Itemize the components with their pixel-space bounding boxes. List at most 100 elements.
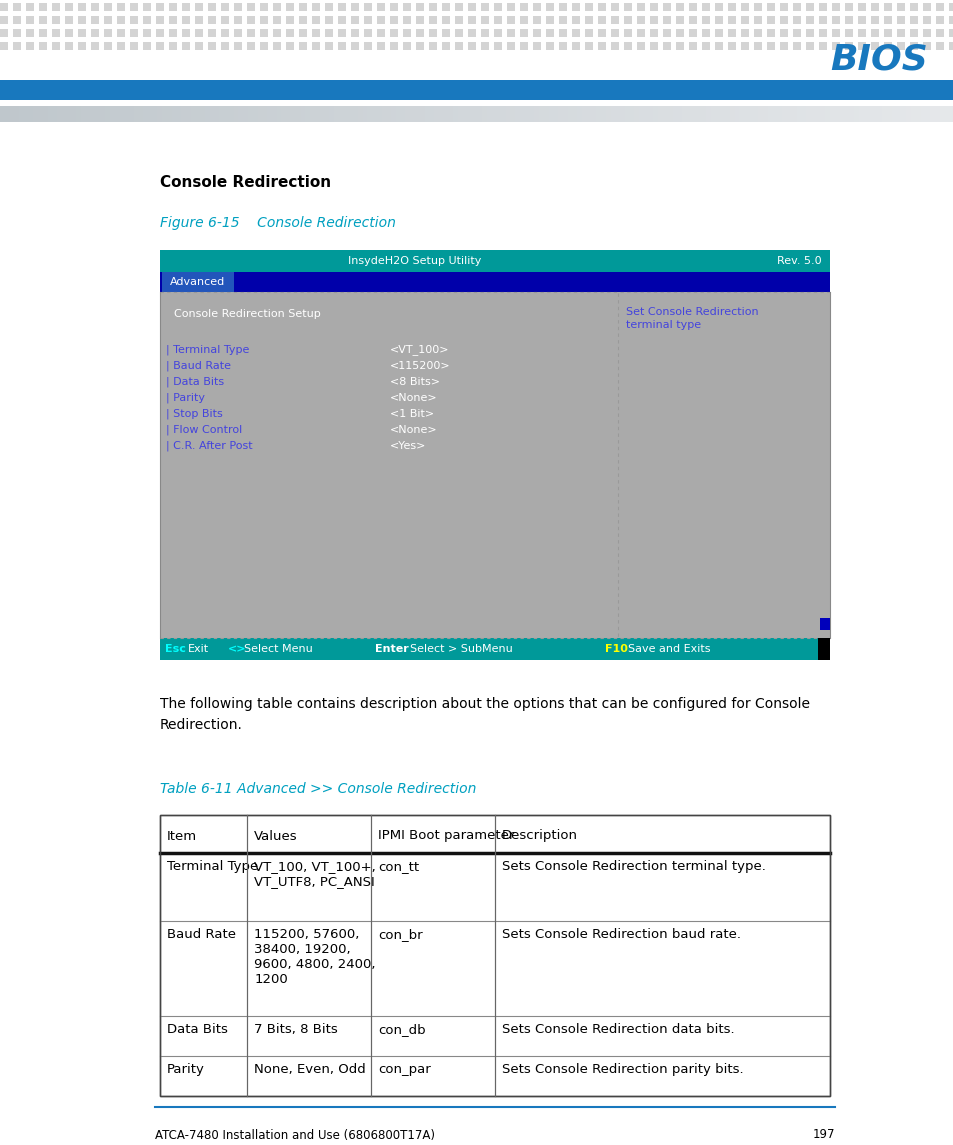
Bar (434, 106, 439, 123)
Bar (480, 29, 489, 37)
Bar (148, 106, 153, 123)
Bar (91, 42, 99, 50)
Bar (172, 106, 177, 123)
Bar (729, 106, 735, 123)
Bar (104, 42, 112, 50)
Bar (553, 106, 558, 123)
Bar (529, 106, 535, 123)
Bar (610, 3, 618, 11)
Text: /----------------------------------------------------+----------------\: /---------------------------------------… (162, 298, 414, 308)
Bar (909, 42, 917, 50)
Bar (533, 3, 540, 11)
Bar (208, 42, 215, 50)
Bar (160, 815, 829, 1096)
Bar (19, 106, 25, 123)
Bar (26, 29, 34, 37)
Bar (367, 106, 373, 123)
Bar (325, 42, 333, 50)
Bar (891, 106, 897, 123)
Bar (372, 106, 377, 123)
Text: Values: Values (253, 829, 297, 843)
Text: | Stop Bits: | Stop Bits (166, 409, 222, 419)
Bar (24, 106, 30, 123)
Bar (496, 106, 501, 123)
Bar (416, 3, 423, 11)
Bar (273, 29, 281, 37)
Bar (376, 106, 382, 123)
Text: \----------------------------------------------------+----------------/: \---------------------------------------… (162, 629, 414, 639)
Bar (194, 3, 203, 11)
Bar (610, 29, 618, 37)
Bar (110, 106, 115, 123)
Bar (186, 106, 192, 123)
Bar (181, 106, 187, 123)
Bar (429, 42, 436, 50)
Bar (584, 29, 593, 37)
Bar (457, 106, 463, 123)
Bar (362, 106, 368, 123)
Bar (337, 3, 346, 11)
Bar (156, 42, 164, 50)
Bar (481, 106, 487, 123)
Text: con_br: con_br (377, 927, 422, 941)
Bar (858, 106, 863, 123)
Bar (429, 3, 436, 11)
Bar (584, 3, 593, 11)
Bar (533, 16, 540, 24)
Bar (524, 106, 530, 123)
Bar (701, 16, 709, 24)
Bar (130, 29, 138, 37)
Bar (233, 29, 242, 37)
Bar (298, 42, 307, 50)
Bar (766, 16, 774, 24)
Bar (519, 29, 527, 37)
Bar (558, 3, 566, 11)
Bar (221, 29, 229, 37)
Bar (924, 106, 930, 123)
Bar (260, 16, 268, 24)
Bar (896, 42, 904, 50)
Bar (920, 106, 925, 123)
Bar (351, 42, 358, 50)
Bar (273, 16, 281, 24)
Text: <Yes>: <Yes> (390, 441, 426, 451)
Bar (598, 3, 605, 11)
Bar (494, 29, 501, 37)
Bar (402, 29, 411, 37)
Text: BIOS: BIOS (829, 44, 926, 77)
Bar (662, 29, 670, 37)
Bar (780, 16, 787, 24)
Bar (300, 106, 306, 123)
Bar (909, 29, 917, 37)
Bar (238, 106, 244, 123)
Bar (298, 29, 307, 37)
Bar (681, 106, 687, 123)
Bar (257, 106, 263, 123)
Text: None, Even, Odd: None, Even, Odd (253, 1063, 365, 1076)
Bar (648, 106, 654, 123)
Bar (67, 106, 72, 123)
Bar (810, 106, 816, 123)
Bar (443, 106, 449, 123)
Bar (948, 3, 953, 11)
Bar (91, 106, 96, 123)
Bar (376, 16, 385, 24)
Bar (896, 106, 902, 123)
Bar (596, 106, 601, 123)
Bar (130, 16, 138, 24)
Bar (182, 3, 190, 11)
Text: Console Redirection: Console Redirection (160, 175, 331, 190)
Bar (598, 16, 605, 24)
Bar (519, 106, 525, 123)
Text: Esc: Esc (165, 643, 186, 654)
Bar (696, 106, 701, 123)
Bar (156, 29, 164, 37)
Bar (572, 106, 578, 123)
Bar (29, 106, 34, 123)
Bar (505, 106, 511, 123)
Bar (739, 106, 744, 123)
Bar (901, 106, 906, 123)
Bar (160, 250, 829, 273)
Bar (610, 16, 618, 24)
Bar (766, 3, 774, 11)
